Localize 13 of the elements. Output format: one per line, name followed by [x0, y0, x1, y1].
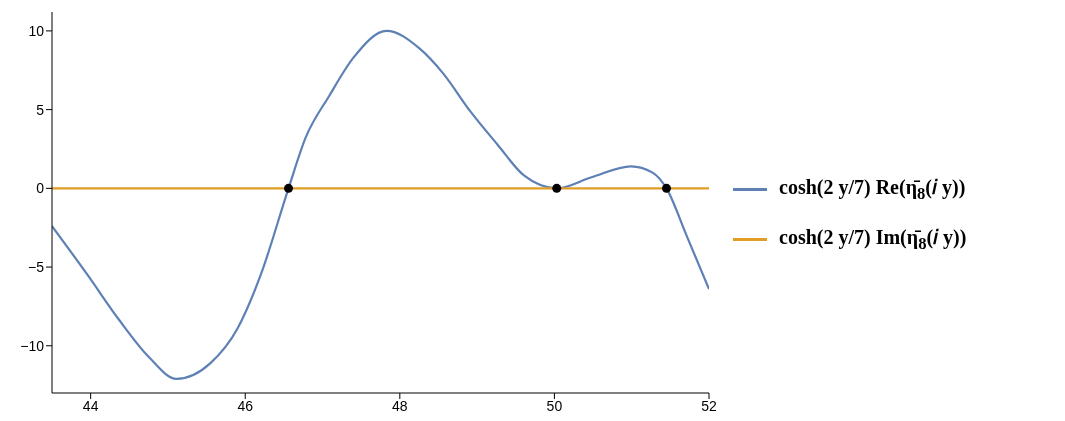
x-tick-label: 48: [392, 397, 408, 414]
y-tick-label: 5: [36, 101, 45, 118]
x-tick-label: 50: [546, 397, 563, 414]
x-tick-label: 52: [701, 397, 717, 414]
y-tick-label: −5: [28, 259, 45, 276]
legend-label: cosh(2 y/7) Re(η̄$_{8}$(𝑖 y)): [779, 175, 966, 204]
line-series: [52, 29, 709, 380]
x-tick-label: 46: [237, 397, 254, 414]
y-tick-label: 0: [36, 180, 45, 197]
y-tick-label: −10: [20, 337, 45, 354]
x-tick-label: 44: [82, 397, 99, 414]
legend-label: cosh(2 y/7) Im(η̄$_{8}$(𝑖 y)): [779, 225, 967, 254]
y-tick-label: 10: [28, 22, 45, 39]
